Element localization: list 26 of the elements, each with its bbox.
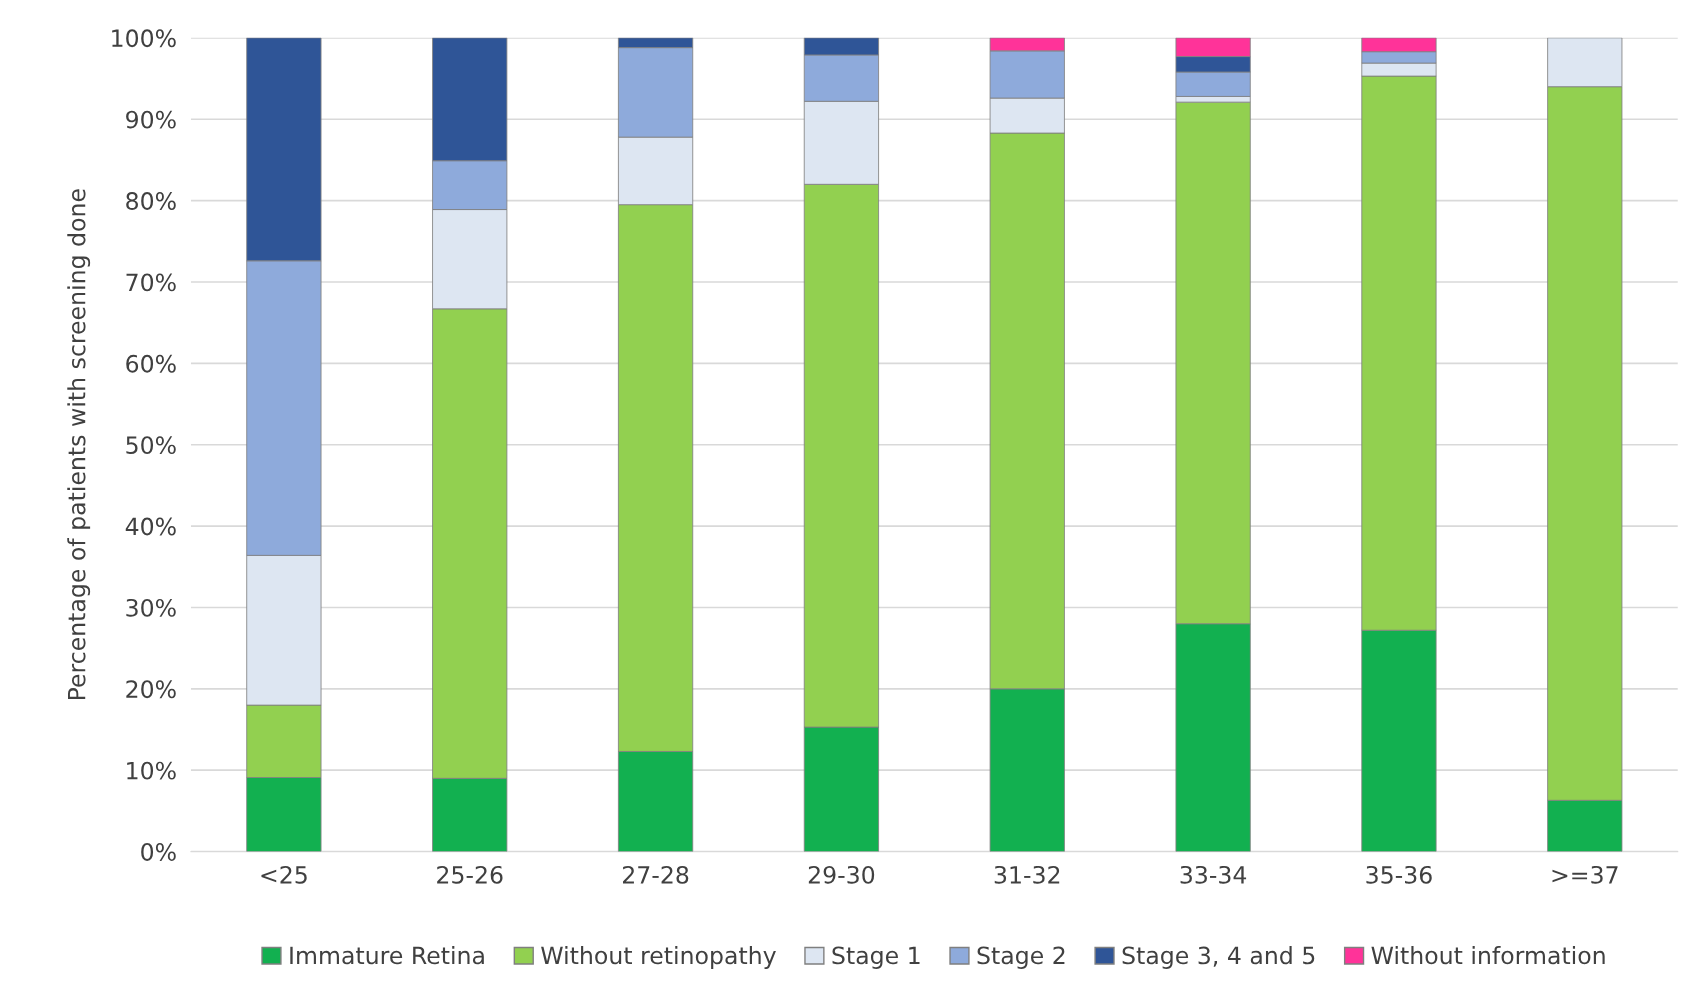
y-tick-label: 80%	[126, 192, 176, 210]
x-tick-label: 33-34	[1180, 865, 1247, 884]
x-tick-label: 29-30	[808, 865, 875, 884]
legend-label: Without retinopathy	[541, 946, 776, 969]
x-tick-label: >=37	[1552, 865, 1618, 884]
y-tick-label: 90%	[126, 110, 176, 129]
y-tick-label: 100%	[112, 29, 176, 48]
x-tick-label: 27-28	[623, 865, 689, 884]
y-tick-label: 50%	[126, 436, 176, 455]
x-tick-label: 31-32	[994, 865, 1060, 884]
y-tick-label: 30%	[126, 598, 176, 617]
y-tick-label: 40%	[125, 517, 176, 536]
x-tick-label: <25	[261, 865, 307, 884]
y-tick-label: 10%	[127, 761, 176, 780]
legend-label: Stage 2	[977, 946, 1065, 969]
legend-label: Stage 3, 4 and 5	[1122, 946, 1315, 969]
y-axis-title: Percentage of patients with screening done	[67, 189, 91, 700]
y-tick-label: 70%	[126, 273, 176, 292]
legend-label: Stage 1	[832, 946, 920, 969]
x-tick-label: 35-36	[1366, 865, 1432, 884]
y-tick-label: 20%	[126, 680, 176, 699]
legend-label: Without information	[1371, 946, 1605, 965]
y-tick-label: 0%	[141, 843, 176, 861]
legend-label: Immature Retina	[290, 946, 484, 965]
x-tick-label: 25-26	[437, 865, 503, 884]
y-tick-label: 60%	[126, 354, 176, 373]
